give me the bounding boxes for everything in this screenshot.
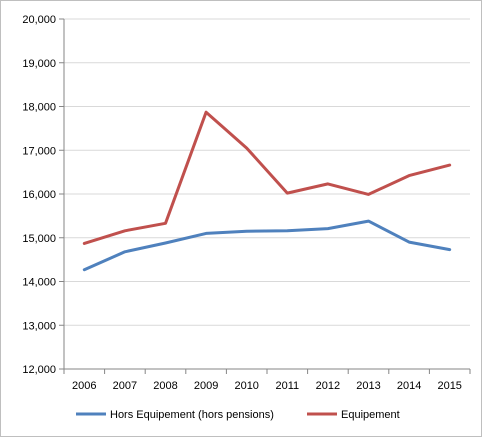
- series-lines: [82, 110, 452, 272]
- x-tick-label: 2011: [275, 380, 299, 392]
- x-tick-label: 2009: [194, 380, 218, 392]
- x-tick-label: 2006: [72, 380, 96, 392]
- x-tick-label: 2012: [316, 380, 340, 392]
- y-tick-label: 17,000: [22, 145, 56, 157]
- y-tick-label: 13,000: [22, 320, 56, 332]
- legend-label-2: Equipement: [341, 409, 400, 421]
- x-tick-label: 2010: [234, 380, 258, 392]
- x-tick-label: 2014: [397, 380, 421, 392]
- x-tick-labels: 2006 2007 2008 2009 2010 2011 2012 2013 2014 2015: [72, 380, 462, 392]
- legend: Hors Equipement (hors pensions) Equipemen…: [76, 409, 400, 421]
- series-line-1: [82, 219, 452, 272]
- y-tick-label: 14,000: [22, 277, 56, 289]
- x-tick-label: 2008: [153, 380, 177, 392]
- series-line-2: [82, 110, 452, 245]
- y-tick-label: 20,000: [22, 14, 56, 26]
- y-tick-label: 19,000: [22, 58, 56, 70]
- x-tick-label: 2013: [356, 380, 380, 392]
- y-tick-labels: 12,000 13,000 14,000 15,000 16,000 17,000 18,0…: [22, 14, 56, 376]
- legend-label-1: Hors Equipement (hors pensions): [110, 409, 274, 421]
- y-tick-label: 15,000: [22, 233, 56, 245]
- y-tick-label: 12,000: [22, 364, 56, 376]
- y-tick-label: 16,000: [22, 189, 56, 201]
- y-tick-label: 18,000: [22, 102, 56, 114]
- gridlines: [64, 18, 470, 326]
- axes: [59, 18, 471, 374]
- x-tick-label: 2015: [437, 380, 461, 392]
- x-tick-label: 2007: [113, 380, 137, 392]
